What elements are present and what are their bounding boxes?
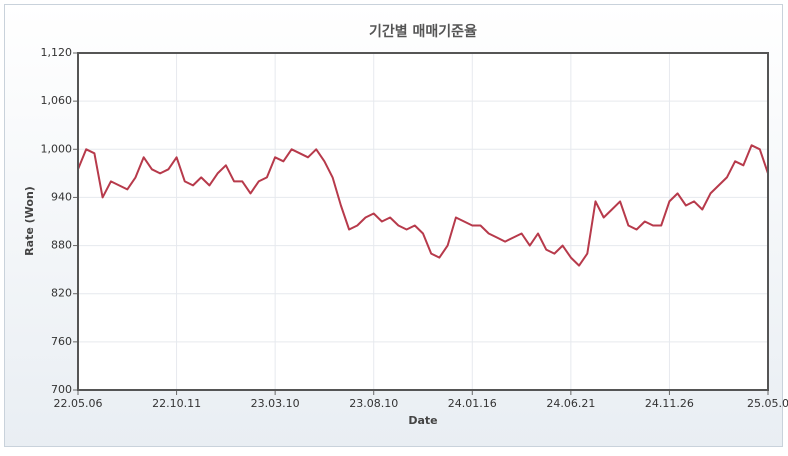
- x-tick-label: 24.06.21: [546, 397, 595, 410]
- y-tick-label: 940: [51, 190, 72, 203]
- x-tick-label: 24.11.26: [645, 397, 694, 410]
- y-tick-label: 1,060: [41, 94, 73, 107]
- x-axis-label: Date: [408, 414, 437, 427]
- y-tick-label: 760: [51, 335, 72, 348]
- y-tick-label: 880: [51, 239, 72, 252]
- x-tick-label: 25.05.0: [747, 397, 788, 410]
- y-tick-label: 1,000: [41, 142, 73, 155]
- y-tick-label: 1,120: [41, 46, 73, 59]
- x-tick-label: 22.05.06: [54, 397, 103, 410]
- chart-title: 기간별 매매기준율: [369, 23, 477, 40]
- x-tick-label: 23.08.10: [349, 397, 398, 410]
- x-tick-label: 23.03.10: [251, 397, 300, 410]
- x-tick-label: 22.10.11: [152, 397, 201, 410]
- x-tick-label: 24.01.16: [448, 397, 497, 410]
- y-axis-label: Rate (Won): [23, 186, 36, 256]
- y-tick-label: 700: [51, 383, 72, 396]
- data-line: [77, 144, 769, 267]
- y-tick-label: 820: [51, 287, 72, 300]
- plot-area: [78, 53, 768, 390]
- plot-border: [77, 52, 769, 391]
